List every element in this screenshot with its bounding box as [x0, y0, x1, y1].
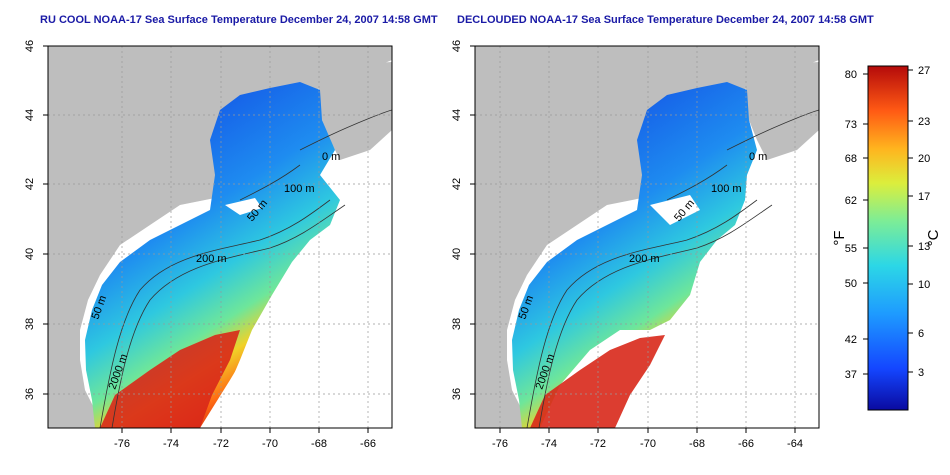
right-y-tick: 40 — [451, 248, 463, 260]
left-map-title: RU COOL NOAA-17 Sea Surface Temperature … — [40, 14, 438, 26]
left-land-ne — [318, 62, 392, 160]
right-cloud-east — [615, 215, 819, 428]
left-x-tick: -72 — [213, 438, 229, 450]
right-sst-field — [512, 82, 757, 428]
left-y-tick: 44 — [24, 109, 36, 121]
right-x-tick: -68 — [689, 438, 705, 450]
colorbar-f-tick: 73 — [845, 119, 857, 131]
colorbar-f-tick: 80 — [845, 69, 857, 81]
left-x-tick: -68 — [311, 438, 327, 450]
right-contours — [526, 109, 819, 428]
left-map-frame — [47, 45, 393, 429]
left-x-tick: -76 — [114, 438, 130, 450]
right-y-tick: 38 — [451, 318, 463, 330]
left-x-tick: -70 — [262, 438, 278, 450]
right-contour-200-label: 200 m — [629, 253, 660, 265]
left-warm-core — [100, 330, 240, 428]
right-x-tick: -72 — [590, 438, 606, 450]
left-cloud-patch — [225, 198, 262, 215]
colorbar-f-tick: 37 — [845, 369, 857, 381]
right-map: 50 m 2000 m 200 m 100 m 50 m 0 m -76 -74… — [451, 40, 820, 450]
colorbar-f-unit: °F — [831, 230, 848, 245]
colorbar: 80 73 68 62 55 50 42 37 27 23 20 17 13 1… — [831, 65, 942, 411]
right-x-tick: -64 — [787, 438, 803, 450]
right-y-tick: 44 — [451, 109, 463, 121]
right-y-tick: 42 — [451, 178, 463, 190]
left-cloud-east — [200, 215, 392, 428]
colorbar-f-tick: 62 — [845, 195, 857, 207]
left-contours — [99, 109, 392, 428]
colorbar-c-unit: °C — [925, 229, 942, 246]
left-y-tick: 38 — [24, 318, 36, 330]
colorbar-gradient — [867, 65, 909, 411]
colorbar-c-tick: 23 — [918, 116, 930, 128]
left-grid — [48, 46, 392, 428]
right-warm-core — [530, 335, 665, 428]
right-cloud-patch — [650, 195, 700, 225]
left-y-tick: 42 — [24, 178, 36, 190]
colorbar-c-tick: 6 — [918, 328, 924, 340]
right-contour-100-label: 100 m — [711, 183, 742, 195]
right-y-tick: 46 — [451, 40, 463, 52]
left-contour-100-label: 100 m — [284, 183, 315, 195]
right-x-tick: -76 — [492, 438, 508, 450]
colorbar-f-tick: 68 — [845, 153, 857, 165]
left-x-tick: -74 — [163, 438, 179, 450]
right-land — [475, 46, 819, 428]
colorbar-c-tick: 17 — [918, 191, 930, 203]
left-map: 50 m 2000 m 200 m 100 m 50 m 0 m -76 -74… — [24, 40, 393, 450]
left-contour-0-label: 0 m — [322, 151, 340, 163]
colorbar-c-tick: 3 — [918, 367, 924, 379]
right-grid — [475, 46, 819, 428]
colorbar-f-tick: 42 — [845, 334, 857, 346]
colorbar-c-tick: 20 — [918, 153, 930, 165]
right-map-title: DECLOUDED NOAA-17 Sea Surface Temperatur… — [457, 14, 874, 26]
right-x-tick: -66 — [738, 438, 754, 450]
left-sst-field — [85, 82, 340, 428]
left-contour-200-label: 200 m — [196, 253, 227, 265]
right-land-ne — [745, 62, 819, 160]
left-y-tick: 36 — [24, 388, 36, 400]
left-x-tick: -66 — [360, 438, 376, 450]
colorbar-f-tick: 50 — [845, 278, 857, 290]
colorbar-c-tick: 27 — [918, 65, 930, 77]
right-map-frame — [474, 45, 820, 429]
left-y-tick: 46 — [24, 40, 36, 52]
right-x-tick: -74 — [541, 438, 557, 450]
right-y-tick: 36 — [451, 388, 463, 400]
left-land — [48, 46, 392, 428]
right-x-tick: -70 — [640, 438, 656, 450]
colorbar-c-tick: 10 — [918, 279, 930, 291]
colorbar-f-tick: 55 — [845, 243, 857, 255]
colorbar-c-tick: 13 — [918, 241, 930, 253]
left-y-tick: 40 — [24, 248, 36, 260]
right-contour-0-label: 0 m — [749, 151, 767, 163]
